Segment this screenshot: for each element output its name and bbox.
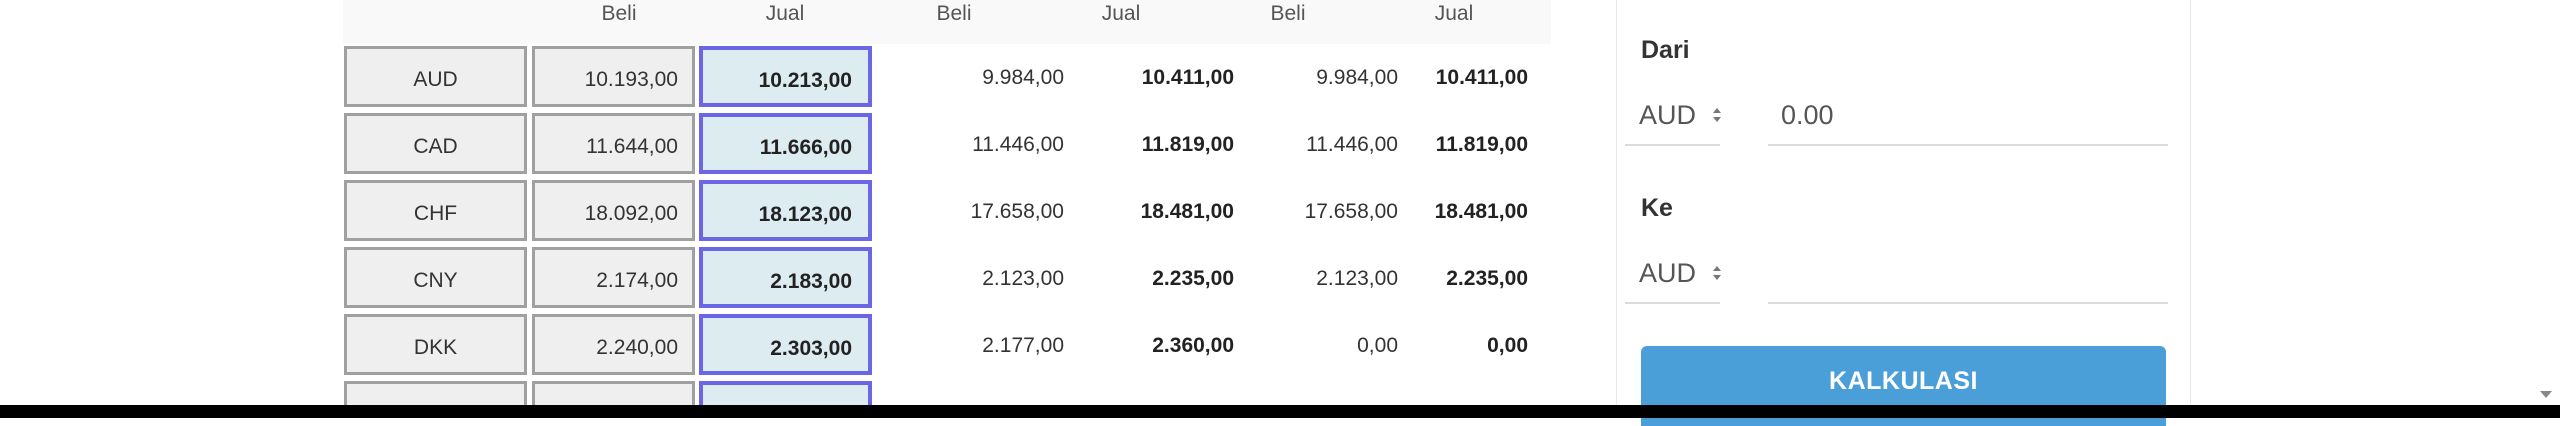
currency-cell[interactable]: CNY [344, 247, 527, 308]
sort-arrows-icon [1713, 108, 1721, 122]
triangle-down-icon[interactable] [2536, 386, 2556, 402]
table-row: CHF 18.092,00 18.123,00 17.658,00 18.481… [343, 178, 1551, 246]
beli-cell: 11.446,00 [972, 133, 1064, 156]
beli-cell: 9.984,00 [982, 66, 1064, 89]
beli-input-cell[interactable]: 18.092,00 [532, 180, 695, 241]
jual-cell: 2.235,00 [1446, 267, 1528, 290]
jual-cell: 2.235,00 [1152, 267, 1234, 290]
currency-cell[interactable]: DKK [344, 314, 527, 375]
beli-input-cell[interactable]: 2.240,00 [532, 314, 695, 375]
amount-input[interactable]: 0.00 [1768, 86, 2168, 146]
beli-cell: 2.177,00 [982, 334, 1064, 357]
rates-body: AUD 10.193,00 10.213,00 9.984,00 10.411,… [343, 0, 1551, 406]
header-jual-2: Jual [1101, 2, 1141, 25]
jual-input-cell[interactable]: 2.303,00 [699, 314, 872, 375]
from-currency-select[interactable]: AUD [1625, 86, 1721, 146]
currency-cell[interactable]: AUD [344, 46, 527, 107]
jual-cell: 18.481,00 [1434, 200, 1528, 223]
currency-cell[interactable]: CHF [344, 180, 527, 241]
jual-cell: 11.819,00 [1435, 133, 1528, 156]
jual-cell: 2.360,00 [1152, 334, 1234, 357]
jual-input-cell[interactable]: 18.123,00 [699, 180, 872, 241]
jual-cell: 0,00 [1487, 334, 1528, 357]
jual-input-cell[interactable] [699, 381, 872, 405]
beli-input-cell[interactable] [532, 381, 695, 405]
table-row: AUD 10.193,00 10.213,00 9.984,00 10.411,… [343, 44, 1551, 112]
to-currency-value: AUD [1639, 258, 1697, 288]
beli-cell: 17.658,00 [970, 200, 1064, 223]
to-currency-select[interactable]: AUD [1625, 244, 1721, 304]
beli-cell: 2.123,00 [982, 267, 1064, 290]
beli-input-cell[interactable]: 2.174,00 [532, 247, 695, 308]
result-output [1768, 244, 2168, 304]
header-jual-3: Jual [1434, 2, 1474, 25]
from-label: Dari [1641, 36, 1690, 64]
beli-input-cell[interactable]: 11.644,00 [532, 113, 695, 174]
beli-cell: 9.984,00 [1316, 66, 1398, 89]
jual-input-cell[interactable]: 10.213,00 [699, 46, 872, 107]
table-header-row: Beli Jual Beli Jual Beli Jual [343, 0, 1551, 45]
amount-placeholder: 0.00 [1781, 100, 1834, 130]
jual-cell: 10.411,00 [1141, 66, 1234, 89]
jual-cell: 18.481,00 [1140, 200, 1234, 223]
bottom-bar [0, 405, 2560, 418]
sort-arrows-icon [1713, 266, 1721, 280]
header-beli-1: Beli [601, 2, 637, 25]
header-beli-2: Beli [936, 2, 972, 25]
header-jual-1: Jual [765, 2, 805, 25]
jual-cell: 11.819,00 [1141, 133, 1234, 156]
beli-cell: 2.123,00 [1316, 267, 1398, 290]
currency-cell[interactable]: CAD [344, 113, 527, 174]
table-row-partial [343, 379, 1551, 406]
table-row: CAD 11.644,00 11.666,00 11.446,00 11.819… [343, 111, 1551, 179]
from-currency-value: AUD [1639, 100, 1697, 130]
jual-input-cell[interactable]: 11.666,00 [699, 113, 872, 174]
currency-calculator-panel: Dari AUD 0.00 Ke AUD KALKULASI [1616, 0, 2191, 426]
table-row: DKK 2.240,00 2.303,00 2.177,00 2.360,00 … [343, 312, 1551, 380]
beli-input-cell[interactable]: 10.193,00 [532, 46, 695, 107]
currency-cell[interactable] [344, 381, 527, 405]
table-row: CNY 2.174,00 2.183,00 2.123,00 2.235,00 … [343, 245, 1551, 313]
beli-cell: 0,00 [1357, 334, 1398, 357]
beli-cell: 11.446,00 [1306, 133, 1398, 156]
header-beli-3: Beli [1270, 2, 1306, 25]
jual-input-cell[interactable]: 2.183,00 [699, 247, 872, 308]
to-label: Ke [1641, 194, 1673, 222]
beli-cell: 17.658,00 [1304, 200, 1398, 223]
jual-cell: 10.411,00 [1435, 66, 1528, 89]
